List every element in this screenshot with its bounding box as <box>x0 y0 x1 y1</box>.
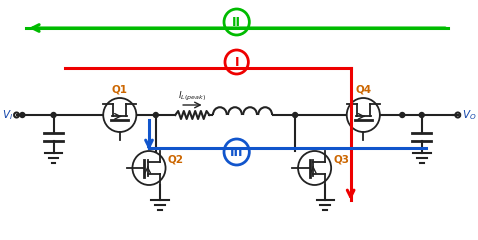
Circle shape <box>298 151 331 185</box>
Text: III: III <box>230 145 243 158</box>
Text: Q3: Q3 <box>333 155 349 165</box>
Circle shape <box>419 113 424 118</box>
Circle shape <box>400 113 405 118</box>
Circle shape <box>347 98 380 132</box>
Circle shape <box>293 113 297 118</box>
Circle shape <box>132 151 165 185</box>
Text: II: II <box>232 16 241 29</box>
Circle shape <box>103 98 136 132</box>
Text: Q4: Q4 <box>355 84 371 94</box>
Text: $V_O$: $V_O$ <box>462 108 476 122</box>
Text: Q1: Q1 <box>112 84 128 94</box>
Text: $I_{L(peak)}$: $I_{L(peak)}$ <box>178 90 206 103</box>
Text: $V_I$: $V_I$ <box>1 108 12 122</box>
Circle shape <box>51 113 56 118</box>
Text: I: I <box>234 55 239 68</box>
Circle shape <box>153 113 158 118</box>
Text: Q2: Q2 <box>167 155 184 165</box>
Circle shape <box>20 113 25 118</box>
